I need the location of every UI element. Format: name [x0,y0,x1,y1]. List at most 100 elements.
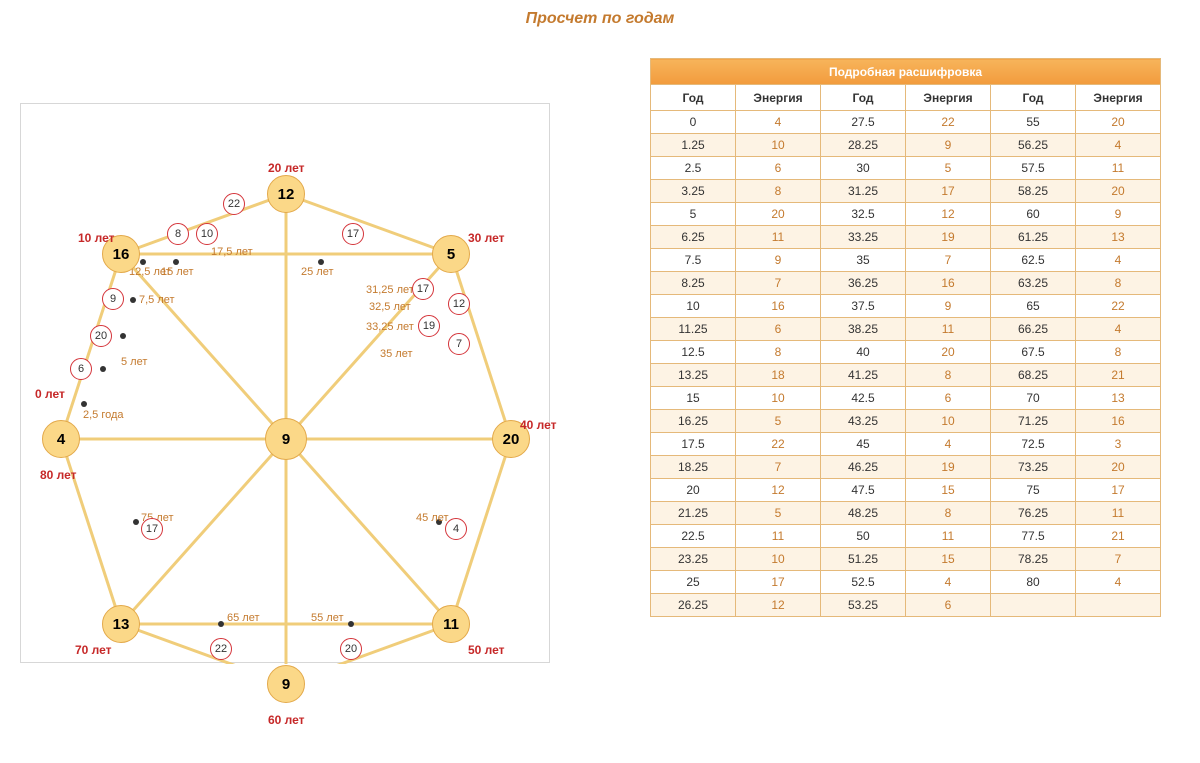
chart-small-node: 4 [445,518,467,540]
table-row: 13.251841.25868.2521 [651,364,1161,387]
table-row: 26.251253.256 [651,594,1161,617]
table-row: 3.25831.251758.2520 [651,180,1161,203]
table-header-cell: Энергия [906,85,991,111]
chart-annotation: 31,25 лет [366,284,414,296]
year-cell: 36.25 [821,272,906,295]
chart-small-node: 22 [210,638,232,660]
energy-cell: 6 [736,157,821,180]
decode-table-wrap: Подробная расшифровкаГодЭнергияГодЭнерги… [650,58,1161,663]
chart-annotation: 33,25 лет [366,321,414,333]
energy-cell: 20 [1076,180,1161,203]
chart-annotation: 25 лет [301,266,334,278]
chart-dot [130,297,136,303]
year-cell: 75 [991,479,1076,502]
year-cell: 32.5 [821,203,906,226]
energy-cell: 4 [1076,134,1161,157]
year-cell: 17.5 [651,433,736,456]
year-cell: 63.25 [991,272,1076,295]
chart-outer-label: 80 лет [40,468,77,482]
table-row: 16.25543.251071.2516 [651,410,1161,433]
chart-small-node: 17 [342,223,364,245]
year-cell: 47.5 [821,479,906,502]
year-cell: 13.25 [651,364,736,387]
chart-box: 17,5 лет12,5 лет15 лет25 лет7,5 лет5 лет… [20,103,550,663]
chart-outer-label: 70 лет [75,643,112,657]
energy-cell: 12 [906,203,991,226]
year-cell: 46.25 [821,456,906,479]
energy-cell: 4 [1076,249,1161,272]
table-row: 11.25638.251166.254 [651,318,1161,341]
year-cell: 15 [651,387,736,410]
energy-cell: 17 [736,571,821,594]
year-cell: 62.5 [991,249,1076,272]
chart-dot [120,333,126,339]
table-header-cell: Год [821,85,906,111]
energy-cell: 5 [906,157,991,180]
energy-cell: 5 [736,410,821,433]
year-cell: 37.5 [821,295,906,318]
energy-cell: 17 [1076,479,1161,502]
year-cell: 10 [651,295,736,318]
table-header-cell: Энергия [1076,85,1161,111]
table-header-row: ГодЭнергияГодЭнергияГодЭнергия [651,85,1161,111]
year-cell: 11.25 [651,318,736,341]
chart-dot [218,621,224,627]
chart-outer-label: 40 лет [520,418,557,432]
energy-cell: 3 [1076,433,1161,456]
energy-cell: 10 [736,387,821,410]
chart-big-node: 13 [102,605,140,643]
year-cell: 33.25 [821,226,906,249]
energy-cell: 22 [1076,295,1161,318]
table-header-cell: Год [651,85,736,111]
energy-cell: 9 [906,134,991,157]
chart-small-node: 19 [418,315,440,337]
table-row: 21.25548.25876.2511 [651,502,1161,525]
chart-outer-label: 60 лет [268,713,305,727]
year-cell: 77.5 [991,525,1076,548]
energy-cell: 20 [736,203,821,226]
year-cell: 55 [991,111,1076,134]
chart-dot [348,621,354,627]
chart-big-node: 11 [432,605,470,643]
chart-small-node: 9 [102,288,124,310]
year-cell: 26.25 [651,594,736,617]
year-cell [991,594,1076,617]
year-cell: 27.5 [821,111,906,134]
year-cell: 5 [651,203,736,226]
energy-cell: 5 [736,502,821,525]
chart-big-node: 9 [265,418,307,460]
chart-outer-label: 10 лет [78,231,115,245]
energy-cell: 21 [1076,364,1161,387]
chart-dot [318,259,324,265]
chart-small-node: 10 [196,223,218,245]
energy-cell: 20 [1076,456,1161,479]
year-cell: 38.25 [821,318,906,341]
energy-cell: 20 [1076,111,1161,134]
energy-cell: 4 [1076,571,1161,594]
table-row: 18.25746.251973.2520 [651,456,1161,479]
chart-big-node: 4 [42,420,80,458]
year-cell: 51.25 [821,548,906,571]
energy-cell: 8 [1076,272,1161,295]
chart-big-node: 9 [267,665,305,703]
year-cell: 30 [821,157,906,180]
year-cell: 71.25 [991,410,1076,433]
year-cell: 60 [991,203,1076,226]
energy-cell: 17 [906,180,991,203]
energy-cell: 7 [906,249,991,272]
chart-small-node: 8 [167,223,189,245]
chart-annotation: 55 лет [311,612,344,624]
year-cell: 8.25 [651,272,736,295]
energy-cell: 16 [1076,410,1161,433]
chart-annotation: 15 лет [161,266,194,278]
energy-cell: 16 [736,295,821,318]
table-row: 6.251133.251961.2513 [651,226,1161,249]
year-cell: 18.25 [651,456,736,479]
energy-cell: 11 [1076,157,1161,180]
table-header-cell: Энергия [736,85,821,111]
year-cell: 7.5 [651,249,736,272]
table-header-bar: Подробная расшифровка [651,59,1161,85]
year-cell: 50 [821,525,906,548]
year-cell: 31.25 [821,180,906,203]
energy-cell: 9 [736,249,821,272]
